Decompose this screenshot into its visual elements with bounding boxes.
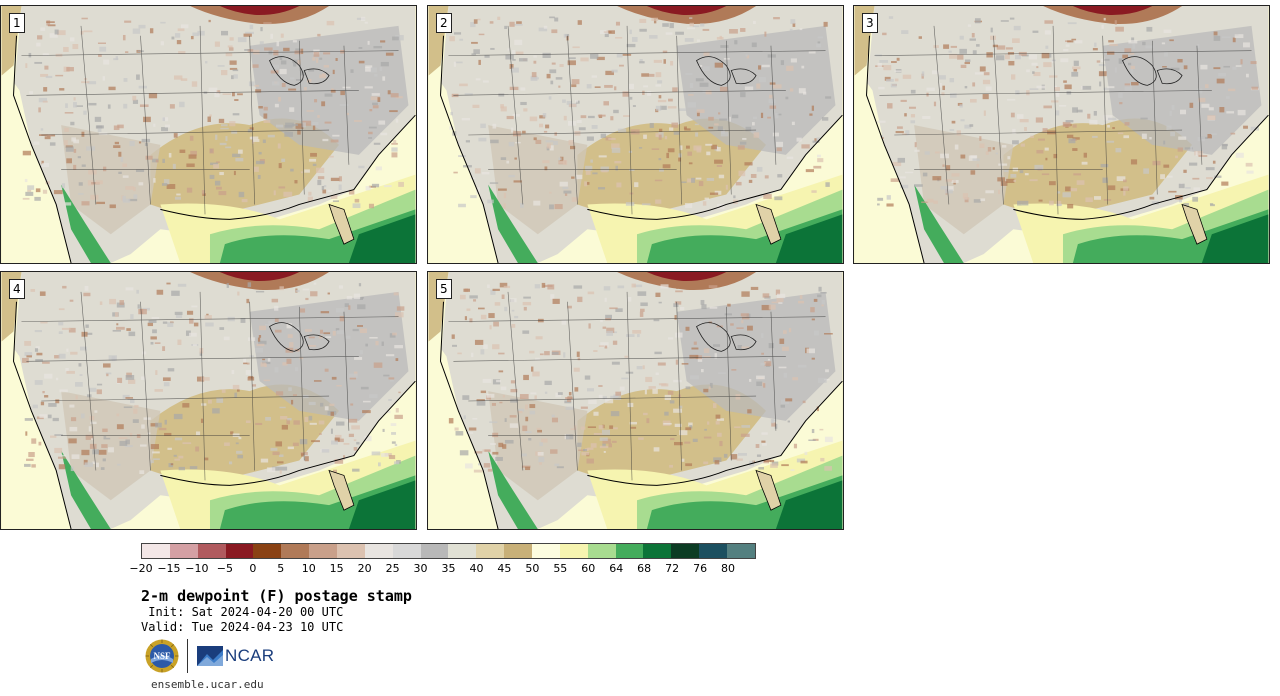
legend-tick-label: 40 [469,562,484,575]
legend-swatch [420,544,449,558]
legend-tick-label: 0 [249,562,257,575]
dewpoint-map [428,6,843,263]
legend-swatch [559,544,588,558]
dewpoint-map [428,272,843,529]
legend-swatch [643,544,672,558]
legend-swatch [727,544,755,558]
legend-swatch [671,544,700,558]
legend-swatch [364,544,393,558]
legend-tick-label: 35 [441,562,456,575]
ncar-wordmark: NCAR [225,646,275,665]
dewpoint-map [1,6,416,263]
map-panel-2[interactable]: 2 [427,5,844,264]
legend-swatch [169,544,198,558]
svg-text:NSF: NSF [153,651,171,661]
dewpoint-map [1,272,416,529]
legend-swatch [476,544,505,558]
legend-tick-label: −20 [129,562,153,575]
legend-tick-label: 50 [525,562,540,575]
legend-swatch [504,544,533,558]
legend-swatch [615,544,644,558]
map-panel-5[interactable]: 5 [427,271,844,530]
legend-swatch [448,544,477,558]
panel-number-label: 2 [436,13,452,33]
legend-tick-label: −10 [185,562,209,575]
legend-swatch [699,544,728,558]
legend-tick-label: 76 [693,562,708,575]
website-link[interactable]: ensemble.ucar.edu [151,678,264,691]
legend-tick-label: 5 [277,562,285,575]
legend-tick-label: 80 [721,562,736,575]
legend-swatch [281,544,310,558]
panel-number-label: 1 [9,13,25,33]
legend-tick-label: 10 [301,562,316,575]
legend-tick-label: −5 [216,562,233,575]
panel-number-label: 4 [9,279,25,299]
legend-swatch [309,544,338,558]
legend-swatch [337,544,365,558]
legend-tick-label: 15 [329,562,344,575]
legend-swatch [587,544,616,558]
color-legend-bar [141,543,756,559]
ncar-mark-icon [197,646,223,666]
legend-swatch [392,544,421,558]
ncar-logo: NCAR [197,646,274,666]
color-legend-ticks: −20 −15 −10 −5 0 5 10 15 20 25 30 35 40 45 50 55 60 64 68 7… [129,562,756,576]
dewpoint-map [854,6,1269,263]
init-time: Init: Sat 2024-04-20 00 UTC [141,605,344,619]
logo-row: NSF NCAR [145,638,274,674]
legend-tick-label: 55 [553,562,568,575]
legend-swatch [225,544,254,558]
legend-swatch [197,544,226,558]
legend-tick-label: 20 [357,562,372,575]
panel-number-label: 5 [436,279,452,299]
valid-time: Valid: Tue 2024-04-23 10 UTC [141,620,344,634]
legend-tick-label: 68 [637,562,652,575]
legend-swatch [142,544,170,558]
map-panel-4[interactable]: 4 [0,271,417,530]
legend-tick-label: 45 [497,562,512,575]
legend-swatch [532,544,560,558]
legend-tick-label: 30 [413,562,428,575]
map-panel-3[interactable]: 3 [853,5,1270,264]
figure-title: 2-m dewpoint (F) postage stamp [141,587,412,605]
logo-divider [187,639,188,673]
legend-tick-label: 60 [581,562,596,575]
legend-tick-label: 25 [385,562,400,575]
title-block: 2-m dewpoint (F) postage stamp Init: Sat… [141,587,412,635]
map-panel-1[interactable]: 1 [0,5,417,264]
nsf-logo-icon: NSF [145,639,179,673]
legend-tick-label: 64 [609,562,624,575]
panel-number-label: 3 [862,13,878,33]
legend-swatch [253,544,282,558]
legend-tick-label: 72 [665,562,680,575]
legend-tick-label: −15 [157,562,181,575]
